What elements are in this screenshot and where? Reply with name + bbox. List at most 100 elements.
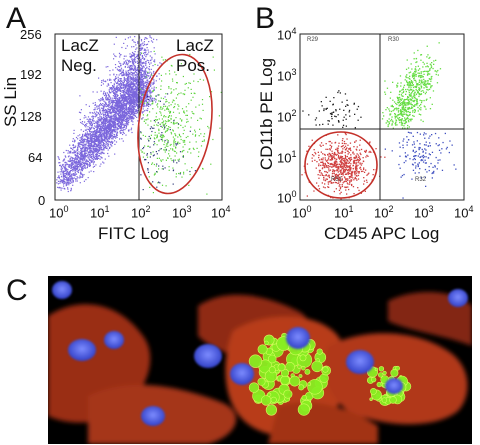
lacz-neg-event: [126, 111, 128, 113]
lacz-pos-event: [147, 71, 149, 73]
lacz-neg-event: [70, 187, 72, 189]
lacz-neg-event: [78, 169, 80, 172]
lacz-neg-event: [96, 114, 98, 116]
lacz-pos-event: [201, 103, 204, 105]
lacz-pos-event: [146, 156, 149, 158]
lacz-neg-event: [71, 181, 73, 183]
lacz-neg-event: [81, 122, 83, 124]
lacz-neg-event: [123, 95, 125, 97]
lacz-neg-event: [131, 54, 133, 56]
lacz-neg-event: [106, 126, 108, 128]
lacz-neg-event: [87, 154, 89, 156]
lacz-pos-event: [156, 171, 158, 173]
lacz-neg-event: [79, 182, 81, 184]
lacz-pos-event: [154, 121, 156, 123]
lacz-neg-event: [148, 72, 150, 74]
lacz-pos-event: [144, 145, 146, 147]
lacz-neg-event: [151, 72, 153, 74]
lacz-pos-event: [213, 69, 215, 71]
lacz-neg-event: [85, 155, 87, 157]
cd45-low-event: [319, 169, 321, 172]
lacz-neg-event: [64, 176, 66, 178]
cd45-low-event: [344, 133, 347, 135]
lacz-neg-event: [127, 63, 129, 65]
lacz-neg-event: [58, 177, 60, 179]
lacz-neg-event: [69, 175, 71, 177]
lacz-pos-event: [158, 128, 160, 130]
lacz-neg-event: [139, 93, 141, 95]
lacz-neg-event: [101, 126, 103, 128]
lacz-neg-event: [73, 145, 75, 147]
lacz-neg-event: [137, 104, 139, 106]
lacz-neg-event: [131, 59, 133, 61]
lacz-neg-event: [153, 38, 155, 40]
lacz-neg-event: [125, 92, 127, 94]
lacz-neg-event: [114, 92, 116, 94]
cd45-low-event: [335, 188, 337, 190]
lacz-neg-event: [122, 84, 124, 86]
lacz-neg-event: [100, 157, 103, 159]
lacz-neg-event: [85, 132, 87, 134]
cd45-low-event: [339, 193, 341, 195]
lacz-neg-event: [96, 149, 98, 151]
lacz-neg-event: [141, 69, 143, 71]
lacz-neg-event: [143, 73, 145, 75]
lacz-neg-event: [70, 173, 73, 175]
lacz-neg-event: [143, 86, 145, 88]
lacz-neg-event: [123, 96, 125, 99]
lacz-neg-event: [92, 117, 94, 119]
lacz-neg-event: [109, 102, 111, 104]
lacz-neg-event: [137, 75, 139, 77]
lacz-neg-event: [84, 115, 86, 117]
lacz-neg-event: [57, 171, 59, 173]
cd45-low-event: [334, 176, 337, 178]
lacz-neg-event: [107, 130, 110, 132]
lacz-neg-event: [104, 132, 106, 134]
lacz-neg-event: [82, 144, 85, 146]
lacz-neg-event: [145, 52, 147, 54]
lacz-neg-event: [111, 120, 113, 122]
lacz-neg-event: [120, 87, 122, 89]
lacz-neg-event: [59, 181, 62, 183]
cd45-low-event: [323, 179, 325, 181]
cd45-low-event: [360, 168, 362, 171]
lacz-neg-event: [139, 80, 141, 82]
lacz-neg-event: [151, 91, 153, 93]
lacz-neg-event: [86, 147, 89, 149]
lacz-neg-event: [134, 99, 136, 101]
lacz-neg-event: [70, 160, 72, 162]
lacz-neg-event: [146, 93, 148, 95]
cd45-low-event: [320, 145, 322, 147]
cd45-low-event: [364, 150, 366, 152]
lacz-neg-event: [133, 77, 135, 79]
cd45-low-event: [342, 160, 344, 162]
panel-b-letter: B: [255, 2, 276, 35]
lacz-neg-event: [136, 87, 138, 89]
lacz-neg-event: [67, 181, 69, 183]
lacz-neg-event: [107, 122, 109, 124]
cd45-low-event: [342, 182, 344, 184]
lacz-neg-event: [108, 136, 110, 138]
lacz-neg-event: [113, 133, 115, 136]
cd45-low-event: [325, 148, 327, 150]
lacz-neg-event: [146, 90, 148, 93]
lacz-neg-event: [129, 36, 131, 38]
lacz-neg-event: [129, 65, 132, 67]
lacz-neg-event: [90, 138, 92, 140]
lacz-pos-event: [167, 141, 169, 143]
lacz-neg-event: [123, 84, 125, 86]
lacz-neg-event: [135, 94, 137, 96]
lacz-neg-event: [104, 121, 106, 123]
cd45-low-event: [357, 156, 359, 158]
lacz-neg-event: [100, 135, 103, 137]
lacz-neg-event: [140, 47, 142, 49]
lacz-neg-event: [77, 145, 79, 147]
lacz-neg-event: [119, 123, 121, 126]
lacz-neg-event: [134, 93, 136, 95]
lacz-neg-event: [110, 82, 112, 84]
lacz-neg-event: [112, 85, 114, 87]
lacz-neg-event: [137, 89, 139, 91]
lacz-neg-event: [84, 162, 86, 164]
lacz-neg-event: [87, 141, 89, 143]
lacz-neg-event: [112, 111, 114, 113]
